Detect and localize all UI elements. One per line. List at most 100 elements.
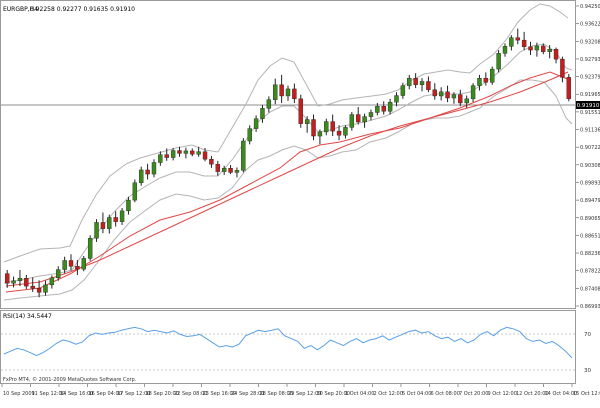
candle-bear — [413, 77, 418, 85]
bollinger-lower-band — [3, 79, 573, 301]
candle-bear — [228, 168, 233, 173]
candle-bull — [107, 217, 112, 229]
candle-bull — [17, 278, 23, 281]
candle-bear — [279, 84, 284, 97]
candle-bull — [94, 222, 99, 239]
candle-bull — [470, 85, 476, 100]
candle-bull — [496, 53, 501, 70]
price-axis-label: 0.90308 — [580, 163, 600, 169]
candle-bull — [81, 258, 86, 270]
candle-bull — [56, 269, 61, 279]
rsi-level-30-label: 30 — [584, 368, 591, 374]
candle-bear — [458, 94, 463, 104]
time-axis-label: 10 Sep 2009 — [3, 391, 35, 397]
candle-bear — [553, 49, 559, 60]
candle-bull — [343, 127, 348, 136]
candle-bear — [336, 130, 342, 136]
time-axis-label: 5 Oct 04:00 — [402, 391, 431, 397]
price-axis-label: 0.93622 — [580, 22, 600, 28]
candle-bear — [381, 106, 386, 112]
candle-bull — [349, 114, 355, 128]
candle-bull — [387, 101, 393, 112]
candle-bull — [502, 46, 508, 54]
candle-bear — [560, 58, 565, 78]
candle-bear — [30, 285, 35, 289]
time-axis-label: 1 Oct 04:00 — [345, 391, 374, 397]
candle-bull — [464, 98, 469, 104]
candle-bear — [36, 287, 42, 293]
candle-bear — [541, 45, 546, 52]
candle-bear — [445, 91, 450, 99]
candle-bear — [566, 77, 572, 100]
candlestick-series — [4, 28, 572, 298]
candle-bull — [362, 116, 367, 123]
candle-bear — [177, 150, 182, 154]
candle-bear — [432, 89, 437, 97]
price-axis-label: 0.89893 — [580, 180, 600, 186]
candle-bear — [100, 222, 106, 229]
price-axis: 0.94250 0.93622 0.93208 0.92793 0.92379 0.919… — [576, 4, 600, 310]
time-axis-label: 18 Sep 20:00 — [146, 391, 179, 397]
time-axis-label: 30 Sep 20:00 — [317, 391, 350, 397]
time-axis-label: 9 Oct 12:00 — [488, 391, 517, 397]
time-axis-label: 14 Oct 04:00 — [545, 391, 578, 397]
moving-average-slow — [5, 71, 569, 287]
candle-bull — [247, 128, 252, 142]
time-axis-label: 7 Oct 20:00 — [459, 391, 488, 397]
time-axis-label: 11 Sep 12:00 — [32, 391, 65, 397]
candle-bull — [119, 210, 125, 222]
price-axis-label: 0.89065 — [580, 216, 600, 222]
candle-bull — [241, 140, 246, 171]
candle-bull — [151, 162, 157, 175]
candle-bull — [158, 154, 163, 163]
candle-bear — [311, 119, 316, 137]
candle-bull — [266, 99, 272, 109]
candle-bear — [426, 81, 431, 90]
candle-bull — [407, 77, 412, 86]
price-axis-label: 0.91136 — [580, 128, 600, 134]
time-axis-label: 16 Sep 04:00 — [89, 391, 122, 397]
candle-bear — [483, 77, 489, 83]
candle-bull — [438, 91, 444, 97]
time-axis-label: 23 Sep 16:00 — [203, 391, 236, 397]
price-axis-label: 0.89479 — [580, 198, 600, 204]
candle-bear — [24, 278, 29, 287]
candle-bull — [400, 85, 406, 96]
candle-bull — [490, 68, 495, 83]
copyright-text: FxPro MT4, © 2001-2009 MetaQuotes Softwa… — [3, 376, 137, 383]
candle-bull — [62, 260, 67, 270]
time-axis-label: 22 Sep 08:00 — [174, 391, 207, 397]
candle-bull — [260, 108, 265, 119]
candle-bull — [11, 280, 16, 284]
candle-bull — [170, 150, 176, 158]
candle-bull — [317, 131, 323, 137]
candle-bull — [196, 151, 201, 155]
time-axis-label: 6 Oct 08:00 — [431, 391, 460, 397]
candle-bull — [183, 150, 189, 154]
candle-bear — [164, 154, 169, 158]
candle-bull — [419, 81, 425, 85]
candle-bear — [292, 88, 297, 100]
candle-bull — [253, 118, 259, 129]
candle-bull — [87, 237, 93, 259]
candle-bull — [368, 112, 374, 117]
time-axis-label: 12 Oct 20:00 — [516, 391, 549, 397]
candle-bull — [221, 168, 227, 172]
time-axis-label: 2 Oct 12:00 — [374, 391, 403, 397]
candle-bull — [43, 284, 48, 293]
candle-bear — [209, 158, 214, 165]
moving-average-fast — [5, 71, 571, 293]
bollinger-upper-band — [3, 3, 569, 263]
current-price-badge — [576, 101, 600, 109]
candle-bear — [515, 37, 520, 41]
candle-bull — [547, 49, 552, 52]
price-axis-label: 0.88651 — [580, 233, 600, 239]
time-axis-label: 29 Sep 12:00 — [288, 391, 321, 397]
price-axis-label: 0.93208 — [580, 39, 600, 45]
candle-bear — [215, 163, 220, 172]
main-chart-frame — [0, 0, 576, 309]
rsi-line — [3, 326, 573, 359]
candle-bull — [49, 277, 55, 286]
price-axis-label: 0.91965 — [580, 92, 600, 98]
